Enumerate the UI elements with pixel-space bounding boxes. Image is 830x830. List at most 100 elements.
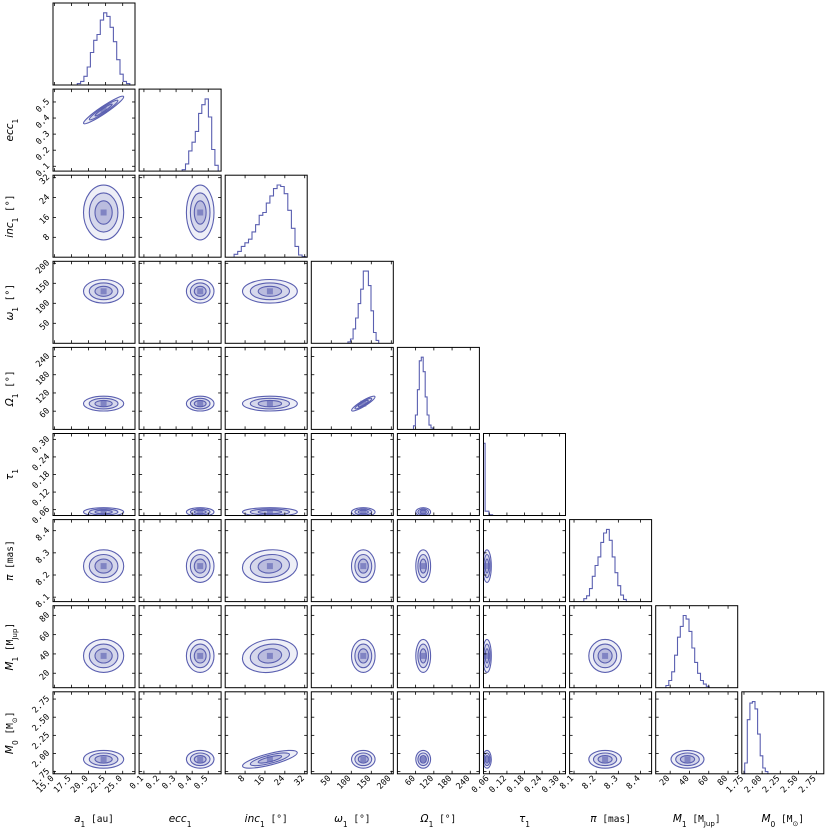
y-tick-M1: 40	[38, 649, 52, 663]
y-axis-label-tau1: τ1	[4, 469, 20, 480]
x-tick-plx: 8.4	[625, 774, 643, 792]
panel-tau1-plx	[483, 519, 566, 603]
density-peak-omega1-M1	[360, 652, 367, 659]
histogram-Omega1	[412, 356, 434, 430]
y-axis-label-plx: π [mas]	[4, 540, 16, 581]
x-tick-plx: 8.3	[603, 774, 621, 792]
x-tick-M0: 2.25	[761, 774, 783, 796]
density-peak-inc1-Omega1	[266, 400, 273, 407]
y-tick-omega1: 50	[38, 318, 52, 332]
x-tick-M0: 2.50	[779, 774, 801, 796]
density-peak-Omega1-M1	[420, 652, 427, 659]
density-peak-ecc1-inc1	[197, 209, 204, 216]
y-tick-M0: 2.25	[31, 730, 53, 752]
panel-Omega1-plx	[396, 519, 480, 603]
density-peak-inc1-M1	[266, 652, 273, 659]
x-tick-M0: 1.75	[725, 774, 747, 796]
panel-ecc1-omega1	[138, 260, 222, 344]
panel-M0-M0	[741, 691, 825, 775]
x-tick-ecc1: 0.3	[160, 774, 178, 792]
density-peak-omega1-M0	[360, 756, 367, 763]
panel-plx-plx	[569, 519, 653, 603]
panel-plx-M0	[569, 691, 653, 775]
y-tick-ecc1: 0.5	[34, 97, 52, 115]
x-tick-tau1: 0.06	[470, 774, 492, 796]
panel-inc1-Omega1	[224, 346, 308, 430]
x-axis-label-M0: M0 [M⊙]	[761, 813, 804, 829]
y-axis-label-M1: M1 [MJup]	[4, 623, 20, 671]
y-tick-plx: 8.1	[34, 592, 52, 610]
y-tick-inc1: 24	[38, 193, 52, 207]
panel-Omega1-M1	[396, 605, 480, 689]
y-tick-inc1: 8	[41, 232, 52, 243]
x-tick-tau1: 0.18	[505, 774, 527, 796]
x-tick-plx: 8.2	[580, 774, 598, 792]
density-peak-ecc1-tau1	[197, 509, 204, 515]
x-tick-ecc1: 0.5	[192, 774, 210, 792]
density-peak-inc1-omega1	[266, 288, 273, 295]
y-tick-plx: 8.2	[34, 570, 52, 588]
y-axis-label-Omega1: Ω1 [°]	[4, 371, 20, 408]
x-axis-label-ecc1: ecc1	[169, 813, 192, 829]
density-peak-a1-plx	[100, 563, 107, 570]
x-tick-omega1: 200	[375, 774, 393, 792]
panel-omega1-Omega1	[310, 346, 394, 430]
panel-M1-M1	[655, 605, 739, 689]
density-peak-omega1-Omega1	[360, 400, 367, 407]
x-tick-a1: 22.5	[86, 774, 108, 796]
x-tick-M0: 2.75	[797, 774, 819, 796]
y-tick-ecc1: 0.3	[34, 129, 52, 147]
y-tick-M0: 2.00	[31, 749, 53, 771]
y-tick-tau1: 0.24	[31, 452, 53, 474]
panel-a1-ecc1	[52, 88, 136, 172]
panel-ecc1-inc1	[138, 174, 222, 258]
x-tick-a1: 20.0	[69, 774, 91, 796]
panel-inc1-M1	[224, 605, 308, 689]
x-axis-label-M1: M1 [MJup]	[673, 813, 721, 829]
panel-inc1-plx	[224, 519, 308, 603]
x-tick-ecc1: 0.4	[176, 774, 194, 792]
panel-ecc1-M0	[138, 691, 222, 775]
y-axis-label-ecc1: ecc1	[4, 118, 20, 141]
panel-ecc1-M1	[138, 605, 222, 689]
x-axis-label-plx: π [mas]	[590, 813, 631, 825]
panel-a1-inc1	[52, 174, 136, 258]
y-tick-M1: 60	[38, 630, 52, 644]
panel-tau1-M1	[483, 605, 566, 689]
density-peak-ecc1-M0	[197, 756, 204, 763]
x-axis-label-a1: a1 [au]	[74, 813, 114, 829]
density-peak-Omega1-tau1	[420, 509, 427, 515]
y-tick-plx: 8.4	[34, 526, 52, 544]
x-tick-inc1: 8	[237, 774, 248, 785]
panel-inc1-tau1	[224, 433, 308, 516]
density-peak-a1-omega1	[100, 288, 107, 295]
histogram-omega1	[347, 270, 380, 344]
x-tick-M1: 20	[658, 774, 672, 788]
y-tick-Omega1: 60	[38, 406, 52, 420]
y-tick-omega1: 150	[34, 278, 52, 296]
x-tick-inc1: 24	[273, 774, 287, 788]
density-peak-omega1-plx	[360, 563, 367, 570]
x-tick-omega1: 100	[335, 774, 353, 792]
histogram-a1	[76, 12, 131, 85]
density-peak-a1-M0	[100, 756, 107, 763]
y-tick-tau1: 0.06	[31, 505, 53, 527]
y-tick-plx: 8.3	[34, 548, 52, 566]
panel-Omega1-tau1	[396, 433, 480, 516]
y-tick-Omega1: 240	[34, 352, 52, 370]
histogram-ecc1	[181, 98, 219, 172]
x-axis-label-Omega1: Ω1 [°]	[420, 813, 457, 829]
density-peak-a1-tau1	[100, 509, 107, 515]
density-peak-plx-M0	[602, 756, 609, 763]
y-axis-label-omega1: ω1 [°]	[4, 284, 20, 320]
histogram-M1	[665, 614, 710, 688]
density-peak-a1-M1	[100, 652, 107, 659]
panel-omega1-M1	[310, 605, 394, 689]
x-tick-Omega1: 60	[403, 774, 417, 788]
y-tick-M1: 80	[38, 610, 52, 624]
x-tick-ecc1: 0.2	[144, 774, 162, 792]
x-tick-Omega1: 180	[436, 774, 454, 792]
y-tick-omega1: 200	[34, 258, 52, 276]
y-axis-label-M0: M0 [M⊙]	[4, 711, 20, 754]
